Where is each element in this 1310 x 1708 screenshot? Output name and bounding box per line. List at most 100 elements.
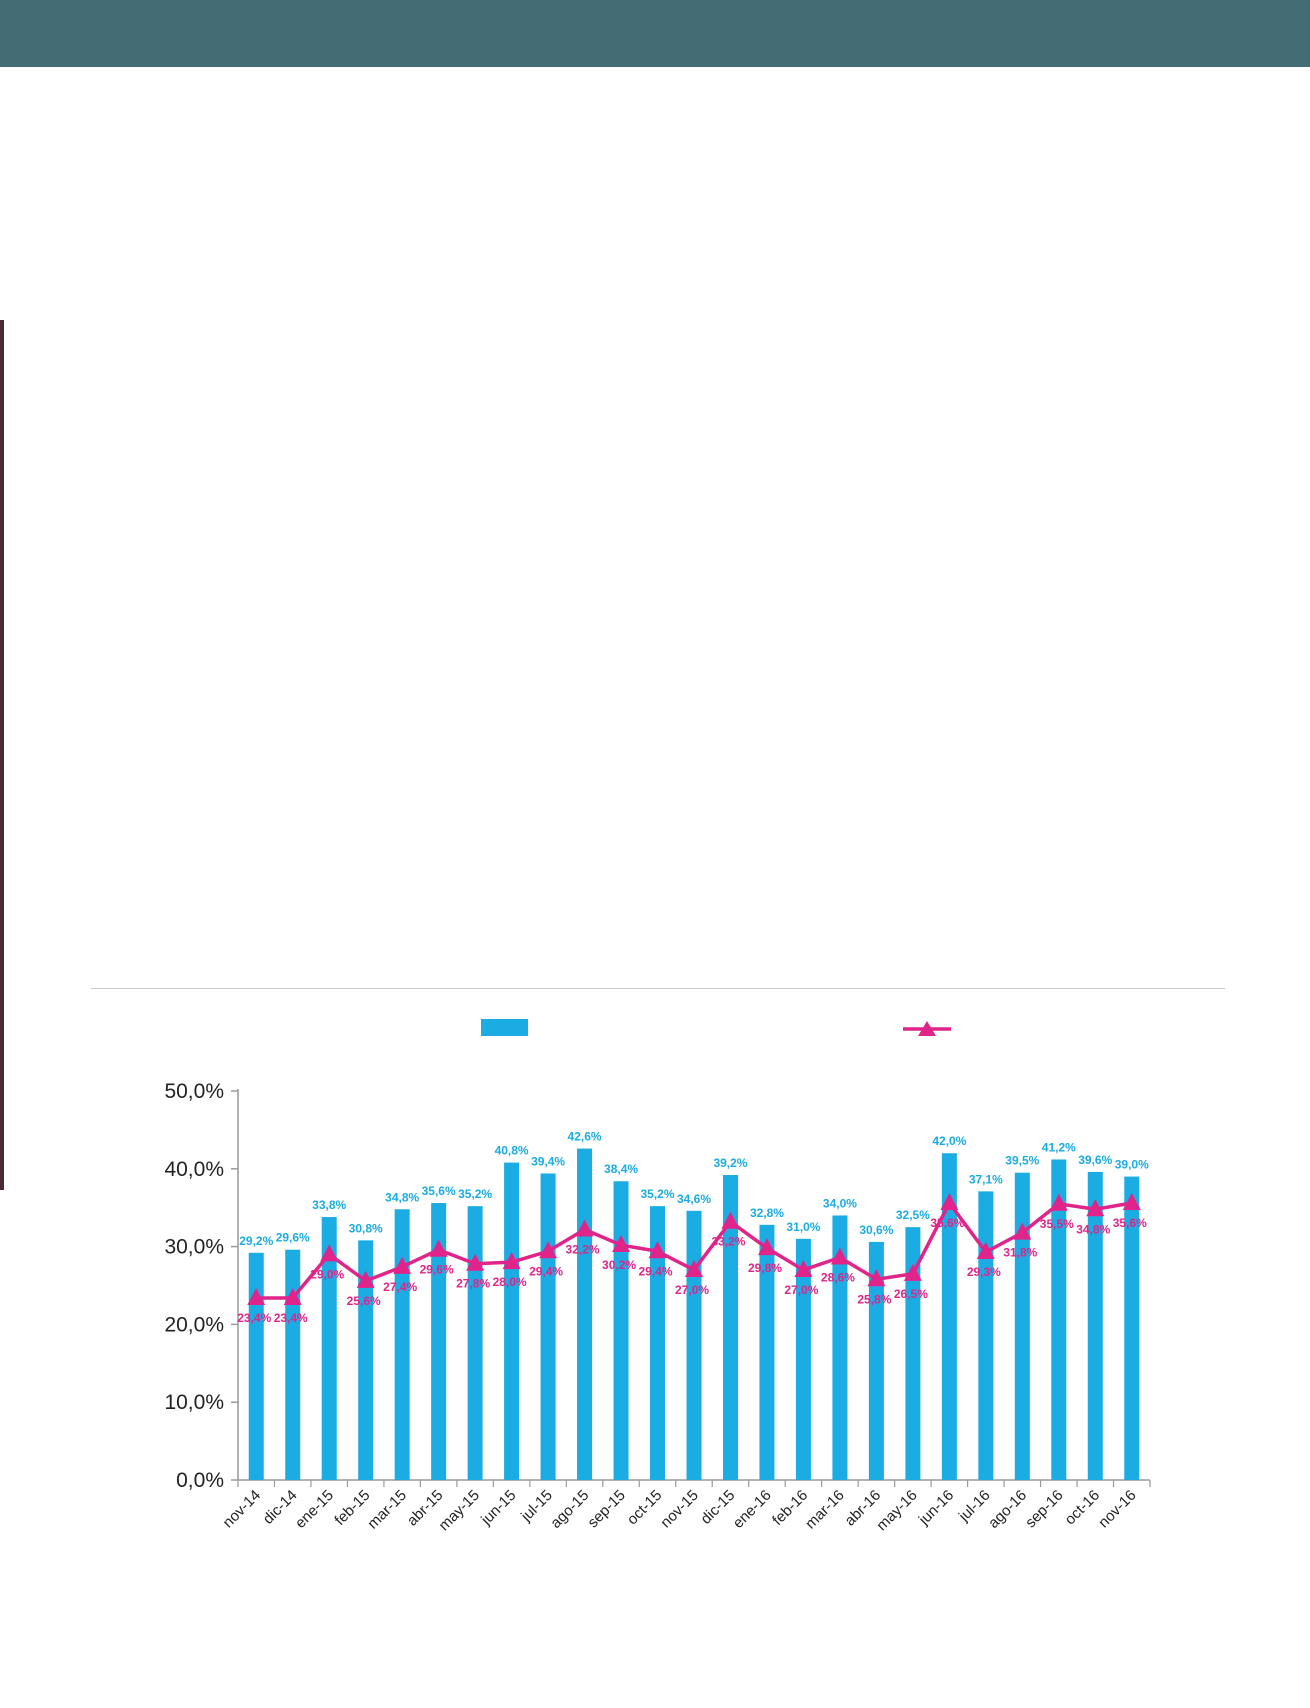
bar	[868, 1241, 884, 1480]
x-tick-label: ene-16	[730, 1487, 775, 1532]
bar-data-label: 39,2%	[713, 1156, 747, 1170]
y-tick-label: 20,0%	[164, 1313, 224, 1336]
line-point-marker	[247, 1287, 266, 1305]
bar-data-label: 42,6%	[568, 1130, 602, 1144]
line-point-marker	[393, 1256, 412, 1274]
line-point-marker	[757, 1238, 776, 1256]
bar-data-label: 38,4%	[604, 1162, 638, 1176]
line-point-marker	[356, 1270, 375, 1288]
bar	[795, 1238, 811, 1480]
bar-data-label: 29,6%	[276, 1231, 310, 1245]
bar-data-label: 40,8%	[495, 1144, 529, 1158]
y-tick-label: 40,0%	[164, 1158, 224, 1181]
x-tick-label: ene-15	[292, 1487, 337, 1532]
bar	[1014, 1172, 1030, 1480]
line-point-marker	[794, 1259, 813, 1277]
bar-data-label: 39,6%	[1078, 1153, 1112, 1167]
line-point-marker	[539, 1241, 558, 1259]
bar	[722, 1175, 738, 1480]
line-data-label: 23,4%	[274, 1311, 308, 1325]
x-tick-label: nov-16	[1095, 1487, 1139, 1531]
bar	[686, 1210, 702, 1480]
bar	[941, 1153, 957, 1480]
line-point-marker	[1013, 1222, 1032, 1240]
line-data-label: 30,2%	[602, 1258, 636, 1272]
line-data-label: 27,0%	[675, 1283, 709, 1297]
x-tick-label: nov-14	[220, 1487, 264, 1531]
line-point-marker	[283, 1287, 302, 1305]
line-data-label: 26,5%	[894, 1287, 928, 1301]
bar-data-label: 33,8%	[312, 1198, 346, 1212]
line-data-label: 29,6%	[420, 1263, 454, 1277]
bar-data-label: 30,8%	[349, 1221, 383, 1235]
bar-data-label: 39,0%	[1115, 1158, 1149, 1172]
line-data-label: 29,0%	[310, 1267, 344, 1281]
bar	[577, 1148, 593, 1480]
line-point-marker	[466, 1253, 485, 1271]
line-point-marker	[1049, 1193, 1068, 1211]
line-data-label: 32,2%	[566, 1242, 600, 1256]
line-data-label: 29,3%	[967, 1265, 1001, 1279]
line-data-label: 29,8%	[748, 1261, 782, 1275]
legend	[481, 1019, 951, 1036]
bar-data-label: 39,5%	[1005, 1154, 1039, 1168]
bar-data-label: 35,2%	[458, 1187, 492, 1201]
line-point-marker	[429, 1239, 448, 1257]
bar	[248, 1252, 264, 1480]
line-data-labels: 23,4% 23,4%29,0%25,6%27,4%29,6%27,8% 28,0%…	[237, 1216, 1147, 1325]
x-tick-label: sep-15	[584, 1487, 628, 1531]
line-data-label: 25,8%	[857, 1292, 891, 1306]
bar-data-label: 35,2%	[641, 1187, 675, 1201]
x-axis-ticks: nov-14dic-14ene-15feb-15mar-15abr-15may-…	[220, 1480, 1151, 1534]
bar	[650, 1206, 666, 1480]
section-divider	[91, 988, 1225, 989]
bar	[613, 1181, 629, 1480]
bar	[1051, 1159, 1067, 1480]
bar	[759, 1224, 775, 1480]
x-tick-label: ago-16	[985, 1487, 1030, 1532]
x-tick-label: mar-15	[364, 1487, 410, 1533]
bar	[905, 1227, 921, 1480]
header-band	[0, 0, 1310, 67]
y-axis-ticks: 0,0% 10,0% 20,0% 30,0% 40,0% 50,0%	[164, 1080, 238, 1492]
bar-data-label: 35,6%	[422, 1184, 456, 1198]
line-data-label: 28,0%	[493, 1275, 527, 1289]
bar	[1124, 1176, 1140, 1480]
combo-chart: 0,0%10,0%20,0%30,0%40,0%50,0% 29,2% 29,6%…	[164, 1019, 1151, 1534]
line-point-marker	[575, 1219, 594, 1237]
bar-data-label: 34,0%	[823, 1196, 857, 1210]
line-point-marker	[612, 1235, 631, 1253]
line-data-label: 33,2%	[711, 1235, 745, 1249]
line-data-label: 28,6%	[821, 1270, 855, 1284]
line-point-marker	[320, 1244, 339, 1262]
line-point-marker	[502, 1252, 521, 1270]
line-data-label: 23,4%	[237, 1311, 271, 1325]
bar-data-label: 29,2%	[239, 1234, 273, 1248]
y-tick-label: 30,0%	[164, 1236, 224, 1259]
bar-data-label: 34,8%	[385, 1190, 419, 1204]
bar	[285, 1249, 301, 1480]
line-data-label: 35,5%	[1040, 1217, 1074, 1231]
bar	[832, 1215, 848, 1480]
y-tick-label: 50,0%	[164, 1080, 224, 1103]
line-point-marker	[1086, 1199, 1105, 1217]
line-point-marker	[721, 1211, 740, 1229]
line-data-label: 35,6%	[1113, 1216, 1147, 1230]
bar	[540, 1173, 556, 1480]
bar	[394, 1209, 410, 1480]
bar-data-label: 32,8%	[750, 1206, 784, 1220]
bar-data-label: 34,6%	[677, 1192, 711, 1206]
bar	[978, 1191, 994, 1480]
line-point-marker	[976, 1242, 995, 1260]
line-point-marker	[685, 1259, 703, 1277]
bar-data-label: 41,2%	[1042, 1140, 1076, 1154]
bar	[467, 1206, 483, 1480]
line-data-label: 29,4%	[639, 1264, 673, 1278]
legend-line-marker	[918, 1021, 936, 1036]
x-tick-label: mar-16	[802, 1487, 848, 1533]
bar-data-label: 42,0%	[932, 1134, 966, 1148]
line-data-label: 34,8%	[1076, 1222, 1110, 1236]
bar-data-label: 37,1%	[969, 1172, 1003, 1186]
bar-data-label: 32,5%	[896, 1208, 930, 1222]
x-tick-label: sep-16	[1022, 1487, 1066, 1531]
